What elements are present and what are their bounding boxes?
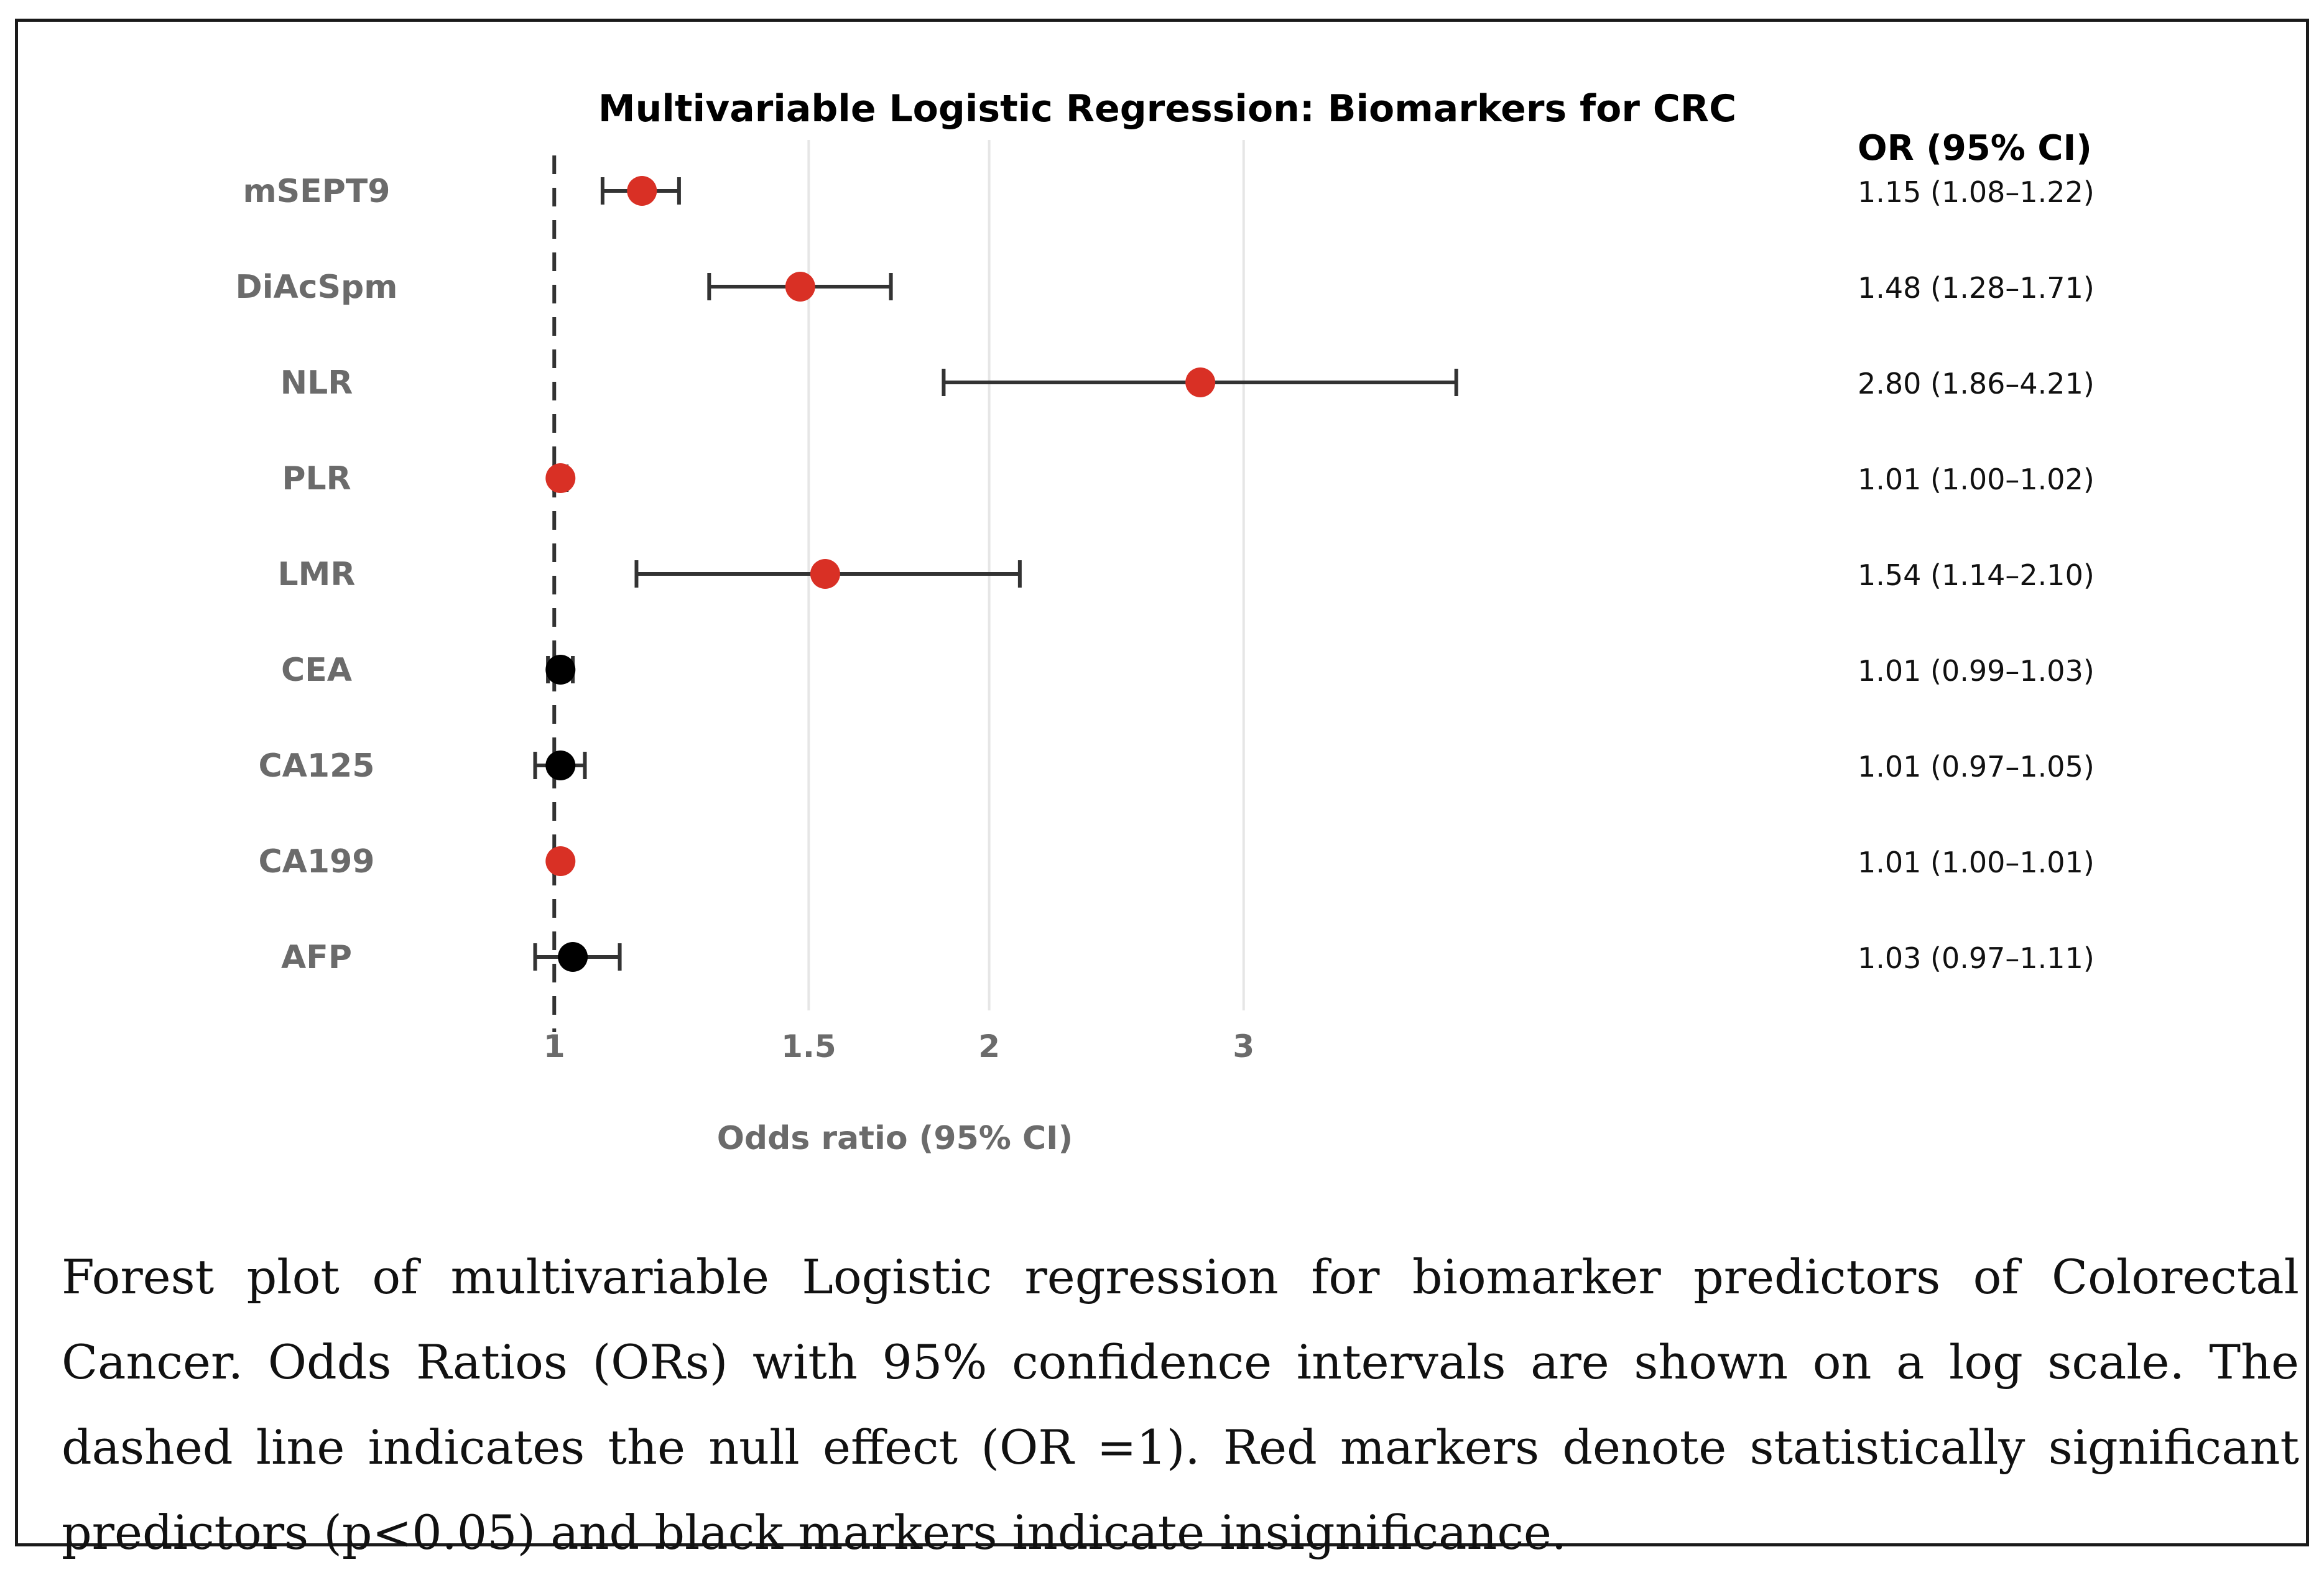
forest-plot: mSEPT9 1.15 (1.08–1.22) DiAcSpm 1.48 (1.28–… (236, 87, 2095, 1157)
or-ci-text: 1.15 (1.08–1.22) (1858, 175, 2095, 209)
figure-frame: mSEPT9 1.15 (1.08–1.22) DiAcSpm 1.48 (1.28–… (15, 19, 2309, 1560)
or-ci-text: 1.01 (1.00–1.01) (1858, 846, 2095, 879)
or-ci-text: 1.01 (0.97–1.05) (1858, 750, 2095, 783)
or-ci-text: 1.03 (0.97–1.11) (1858, 941, 2095, 975)
nonsignificant-marker (545, 751, 576, 780)
nonsignificant-marker (558, 942, 588, 972)
figure-caption: Forest plot of multivariable Logistic re… (62, 1249, 2299, 1560)
significant-marker (545, 846, 576, 876)
significant-marker (1185, 367, 1216, 397)
forest-row: PLR 1.01 (1.00–1.02) (282, 460, 2094, 497)
significant-marker (785, 272, 815, 302)
forest-row: CA125 1.01 (0.97–1.05) (259, 747, 2095, 785)
x-axis-ticks: 1 1.5 2 3 (544, 1028, 1254, 1065)
forest-rows: mSEPT9 1.15 (1.08–1.22) DiAcSpm 1.48 (1.28–… (236, 173, 2095, 976)
x-tick-label: 1.5 (781, 1028, 836, 1065)
x-tick-label: 2 (978, 1028, 1000, 1065)
row-label: DiAcSpm (236, 269, 398, 306)
x-axis-label: Odds ratio (95% CI) (717, 1120, 1073, 1157)
forest-row: AFP 1.03 (0.97–1.11) (281, 939, 2095, 976)
forest-row: CEA 1.01 (0.99–1.03) (281, 652, 2095, 689)
significant-marker (627, 176, 657, 206)
or-ci-text: 2.80 (1.86–4.21) (1858, 367, 2095, 400)
forest-row: NLR 2.80 (1.86–4.21) (280, 364, 2095, 402)
row-label: AFP (281, 939, 352, 976)
x-tick-label: 3 (1233, 1028, 1254, 1065)
row-label: PLR (282, 460, 351, 497)
x-tick-label: 1 (544, 1028, 565, 1065)
significant-marker (545, 463, 576, 493)
row-label: LMR (278, 556, 356, 593)
or-ci-text: 1.01 (1.00–1.02) (1858, 463, 2095, 496)
forest-row: LMR 1.54 (1.14–2.10) (278, 556, 2095, 593)
chart-title: Multivariable Logistic Regression: Bioma… (598, 87, 1736, 131)
row-label: CA125 (259, 747, 375, 785)
nonsignificant-marker (545, 655, 576, 685)
or-column-header: OR (95% CI) (1858, 128, 2092, 169)
row-label: mSEPT9 (243, 173, 391, 210)
forest-row: DiAcSpm 1.48 (1.28–1.71) (236, 269, 2095, 306)
or-ci-text: 1.01 (0.99–1.03) (1858, 654, 2095, 688)
forest-row: mSEPT9 1.15 (1.08–1.22) (243, 173, 2095, 210)
row-label: NLR (280, 364, 353, 402)
significant-marker (810, 559, 840, 589)
row-label: CA199 (259, 843, 375, 880)
forest-row: CA199 1.01 (1.00–1.01) (259, 843, 2095, 880)
row-label: CEA (281, 652, 352, 689)
or-ci-text: 1.54 (1.14–2.10) (1858, 558, 2095, 592)
or-ci-text: 1.48 (1.28–1.71) (1858, 271, 2095, 305)
